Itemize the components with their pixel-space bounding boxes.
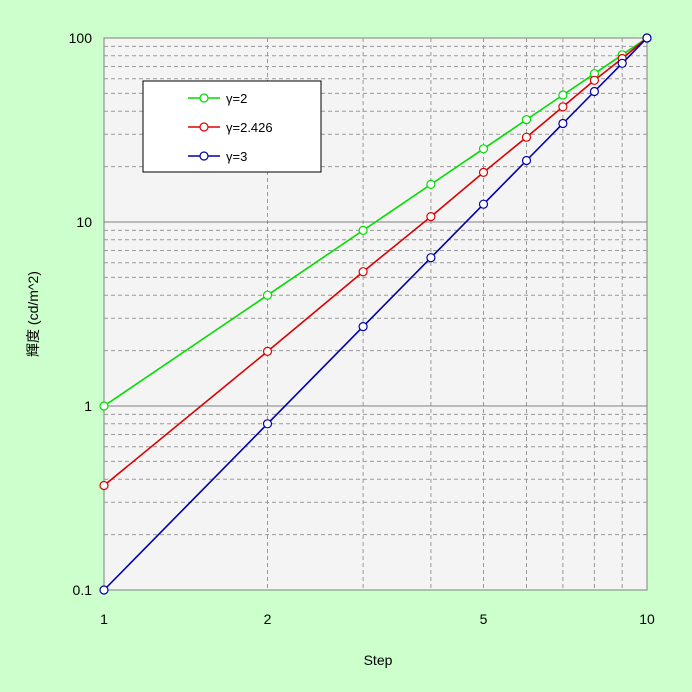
data-point	[262, 346, 273, 356]
data-point	[521, 114, 532, 125]
x-tick-label: 5	[480, 611, 488, 627]
legend-label: γ=2	[226, 91, 247, 106]
data-point	[521, 132, 532, 142]
y-axis-label: 輝度 (cd/m^2)	[25, 271, 41, 357]
data-point	[99, 401, 109, 411]
data-point	[262, 419, 273, 429]
legend-marker	[199, 93, 209, 103]
data-point	[589, 75, 600, 85]
data-point	[478, 144, 489, 154]
data-point	[558, 102, 568, 112]
data-point	[99, 480, 109, 491]
series-line-2	[103, 37, 648, 487]
y-tick-label: 1	[84, 398, 92, 414]
data-point	[426, 179, 436, 189]
x-tick-label: 2	[264, 611, 272, 627]
data-point	[358, 322, 368, 332]
series-line-3	[103, 37, 648, 591]
x-tick-label: 10	[639, 611, 655, 627]
y-tick-label: 100	[69, 30, 93, 46]
data-point	[478, 199, 489, 209]
legend-label: γ=2.426	[226, 120, 273, 135]
data-point	[558, 90, 568, 100]
x-tick-label: 1	[100, 611, 108, 627]
data-point	[558, 118, 568, 129]
data-point	[358, 267, 368, 277]
legend: γ=2 γ=2.426 γ=3	[142, 80, 322, 173]
data-point	[521, 155, 532, 166]
data-point	[358, 225, 368, 235]
legend-marker	[199, 151, 209, 161]
y-tick-label: 0.1	[73, 582, 93, 598]
data-point	[589, 86, 600, 97]
data-point	[426, 212, 436, 222]
legend-box	[142, 80, 322, 173]
x-axis-label: Step	[364, 652, 393, 668]
y-tick-label: 10	[76, 214, 92, 230]
series-layer	[99, 33, 652, 595]
legend-label: γ=3	[226, 149, 247, 164]
data-point	[99, 585, 109, 595]
legend-marker	[199, 122, 209, 132]
data-point	[426, 253, 436, 263]
data-point	[262, 290, 273, 300]
series-line-1	[103, 37, 648, 407]
data-point	[617, 58, 627, 68]
tick-labels: 1 2 5 10 0.1 1 10 100	[69, 30, 655, 627]
data-point	[642, 33, 652, 43]
data-point	[478, 167, 489, 177]
